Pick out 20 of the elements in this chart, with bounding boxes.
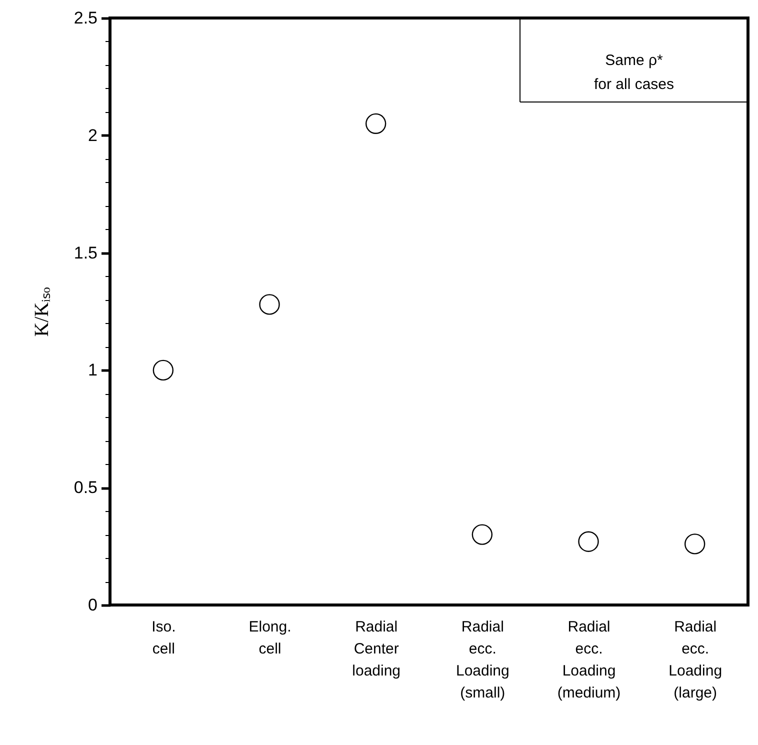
y-axis-title: K/Kᵢₛₒ: [30, 287, 53, 337]
point: [259, 294, 280, 315]
point: [152, 360, 174, 381]
point: [472, 524, 493, 545]
x-tick-label: Radial ecc. Loading (medium): [557, 618, 621, 702]
point: [578, 531, 599, 552]
point: [684, 534, 706, 554]
y-tick-label: 0: [88, 596, 98, 614]
y-tick-label: 1.5: [74, 243, 98, 262]
x-tick-label: Iso. cell: [152, 618, 176, 658]
x-tick-label: Radial Center loading: [352, 618, 401, 680]
y-tick-label: 1: [88, 360, 98, 380]
y-tick-label: 2.5: [74, 8, 98, 28]
x-tick-label: Radial ecc. Loading (large): [668, 618, 722, 702]
point: [365, 113, 386, 134]
annotation: Same ρ* for all cases: [594, 52, 674, 93]
x-tick-label: Elong. cell: [248, 618, 292, 658]
y-tick-label: 2: [88, 126, 98, 145]
y-tick-label: 0.5: [74, 478, 98, 498]
x-tick-label: Radial ecc. Loading (small): [456, 618, 510, 702]
